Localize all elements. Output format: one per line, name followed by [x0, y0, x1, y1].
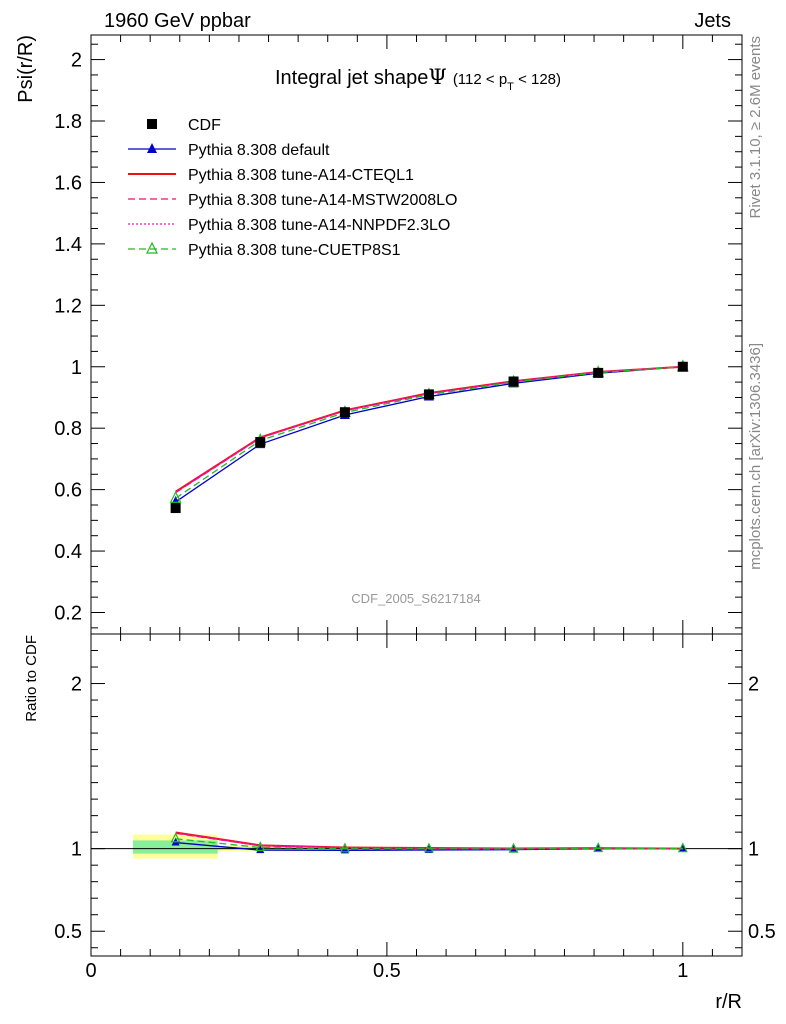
data-point — [169, 490, 182, 503]
data-point — [423, 389, 434, 400]
legend-entry-pythia-8-308-default: Pythia 8.308 default — [128, 142, 330, 159]
legend-label: Pythia 8.308 tune-A14-NNPDF2.3LO — [188, 217, 450, 234]
ratio-line — [175, 838, 683, 850]
x-tick-label: 0.5 — [373, 960, 401, 982]
y-tick-label: 0.8 — [54, 418, 82, 440]
ratio-plot-area — [91, 831, 742, 859]
x-tick-label: 0 — [85, 960, 96, 982]
series-line — [175, 366, 683, 493]
x-axis-label: r/R — [715, 991, 742, 1013]
y-tick-label: 0.4 — [54, 541, 82, 563]
legend-entry-pythia-8-308-tune-a14-mstw2008lo: Pythia 8.308 tune-A14-MSTW2008LO — [128, 192, 457, 209]
legend-entry-pythia-8-308-tune-a14-cteql1: Pythia 8.308 tune-A14-CTEQL1 — [128, 167, 414, 184]
data-point — [339, 407, 350, 418]
series-pythia-8-308-tune-cuetp8s1 — [169, 359, 689, 503]
ratio-y-tick-label: 2 — [71, 674, 82, 696]
y-tick-label: 2 — [71, 50, 82, 72]
ratio-point — [593, 842, 604, 853]
legend-marker — [146, 241, 158, 254]
y-tick-label: 0.2 — [54, 602, 82, 624]
series-line — [175, 366, 683, 503]
ratio-series-pythia-8-308-tune-cuetp8s1 — [170, 832, 688, 853]
ratio-point — [256, 845, 265, 854]
data-point — [508, 376, 519, 387]
chart-title-range-end: < 128) — [514, 71, 561, 88]
ratio-axes: 0.5 0.51 12 20 0.5 1 — [54, 634, 776, 982]
data-point — [170, 503, 181, 514]
chart-title-symbol: Ψ — [428, 65, 446, 89]
legend-label: Pythia 8.308 tune-A14-CTEQL1 — [188, 167, 414, 184]
ratio-y-tick-label-right: 1 — [748, 839, 759, 861]
ratio-series-pythia-8-308-tune-a14-nnpdf2-3lo — [175, 832, 683, 850]
ratio-point — [170, 832, 181, 843]
analysis-watermark: CDF_2005_S6217184 — [351, 591, 480, 606]
legend-label: Pythia 8.308 default — [188, 142, 330, 159]
ratio-point — [423, 842, 434, 853]
legend-marker — [147, 119, 157, 129]
ratio-point — [255, 841, 266, 852]
mcplots-label: mcplots.cern.ch [arXiv:1306.3436] — [747, 343, 764, 570]
ratio-point — [677, 842, 688, 853]
ratio-y-tick-label: 1 — [71, 839, 82, 861]
ratio-y-label: Ratio to CDF — [23, 635, 40, 722]
header-category: Jets — [694, 10, 731, 32]
legend: CDF Pythia 8.308 default Pythia 8.308 tune… — [128, 117, 457, 259]
series-pythia-8-308-tune-a14-cteql1 — [175, 365, 683, 493]
data-point — [677, 361, 688, 372]
legend-entry-pythia-8-308-tune-cuetp8s1: Pythia 8.308 tune-CUETP8S1 — [128, 241, 401, 259]
ratio-panel: 0.5 0.51 12 20 0.5 1 Ratio to CDF r/R — [23, 633, 776, 1013]
series-line — [175, 365, 683, 493]
y-tick-label: 1.4 — [54, 234, 82, 256]
series-pythia-8-308-tune-a14-mstw2008lo — [175, 366, 683, 494]
x-tick-label: 1 — [677, 960, 688, 982]
main-panel: 0.2 0.4 0.6 0.8 1 1.2 1.4 1.6 1.8 2 Psi(r/R) Inte… — [15, 34, 743, 635]
series-pythia-8-308-default — [170, 360, 688, 506]
uncertainty-band-segment — [133, 840, 218, 854]
chart-title-text: Integral jet shape — [275, 67, 428, 89]
y-tick-label: 1.6 — [54, 172, 82, 194]
legend-label: Pythia 8.308 tune-A14-MSTW2008LO — [188, 192, 457, 209]
data-point — [255, 437, 266, 448]
series-line — [175, 366, 683, 494]
y-tick-label: 1.2 — [54, 295, 82, 317]
series-cdf — [170, 361, 688, 514]
ratio-y-tick-label: 0.5 — [54, 921, 82, 943]
chart-title: Integral jet shapeΨ (112 < pT < 128) — [275, 65, 561, 93]
legend-label: CDF — [188, 117, 221, 134]
y-tick-label: 0.6 — [54, 480, 82, 502]
main-y-label: Psi(r/R) — [15, 35, 37, 103]
data-point — [593, 367, 604, 378]
y-tick-label: 1 — [71, 357, 82, 379]
main-plot-area — [169, 359, 689, 514]
legend-label: Pythia 8.308 tune-CUETP8S1 — [188, 242, 401, 259]
legend-entry-cdf: CDF — [147, 117, 221, 134]
chart-title-range-sub: T — [507, 81, 514, 93]
ratio-point — [508, 842, 519, 853]
legend-marker — [147, 143, 157, 153]
series-line — [175, 366, 683, 499]
chart-title-range: (112 < p — [453, 71, 507, 88]
legend-entry-pythia-8-308-tune-a14-nnpdf2-3lo: Pythia 8.308 tune-A14-NNPDF2.3LO — [128, 217, 450, 234]
ratio-y-tick-label-right: 0.5 — [748, 921, 776, 943]
header-energy: 1960 GeV ppbar — [104, 10, 251, 32]
y-tick-label: 1.8 — [54, 111, 82, 133]
ratio-line — [175, 832, 683, 850]
rivet-label: Rivet 3.1.10, ≥ 2.6M events — [747, 36, 764, 219]
series-pythia-8-308-tune-a14-nnpdf2-3lo — [175, 366, 683, 493]
ratio-point — [339, 842, 350, 853]
ratio-y-tick-label-right: 2 — [748, 674, 759, 696]
main-y-axis: 0.2 0.4 0.6 0.8 1 1.2 1.4 1.6 1.8 2 — [54, 35, 743, 634]
ratio-frame — [90, 633, 743, 957]
